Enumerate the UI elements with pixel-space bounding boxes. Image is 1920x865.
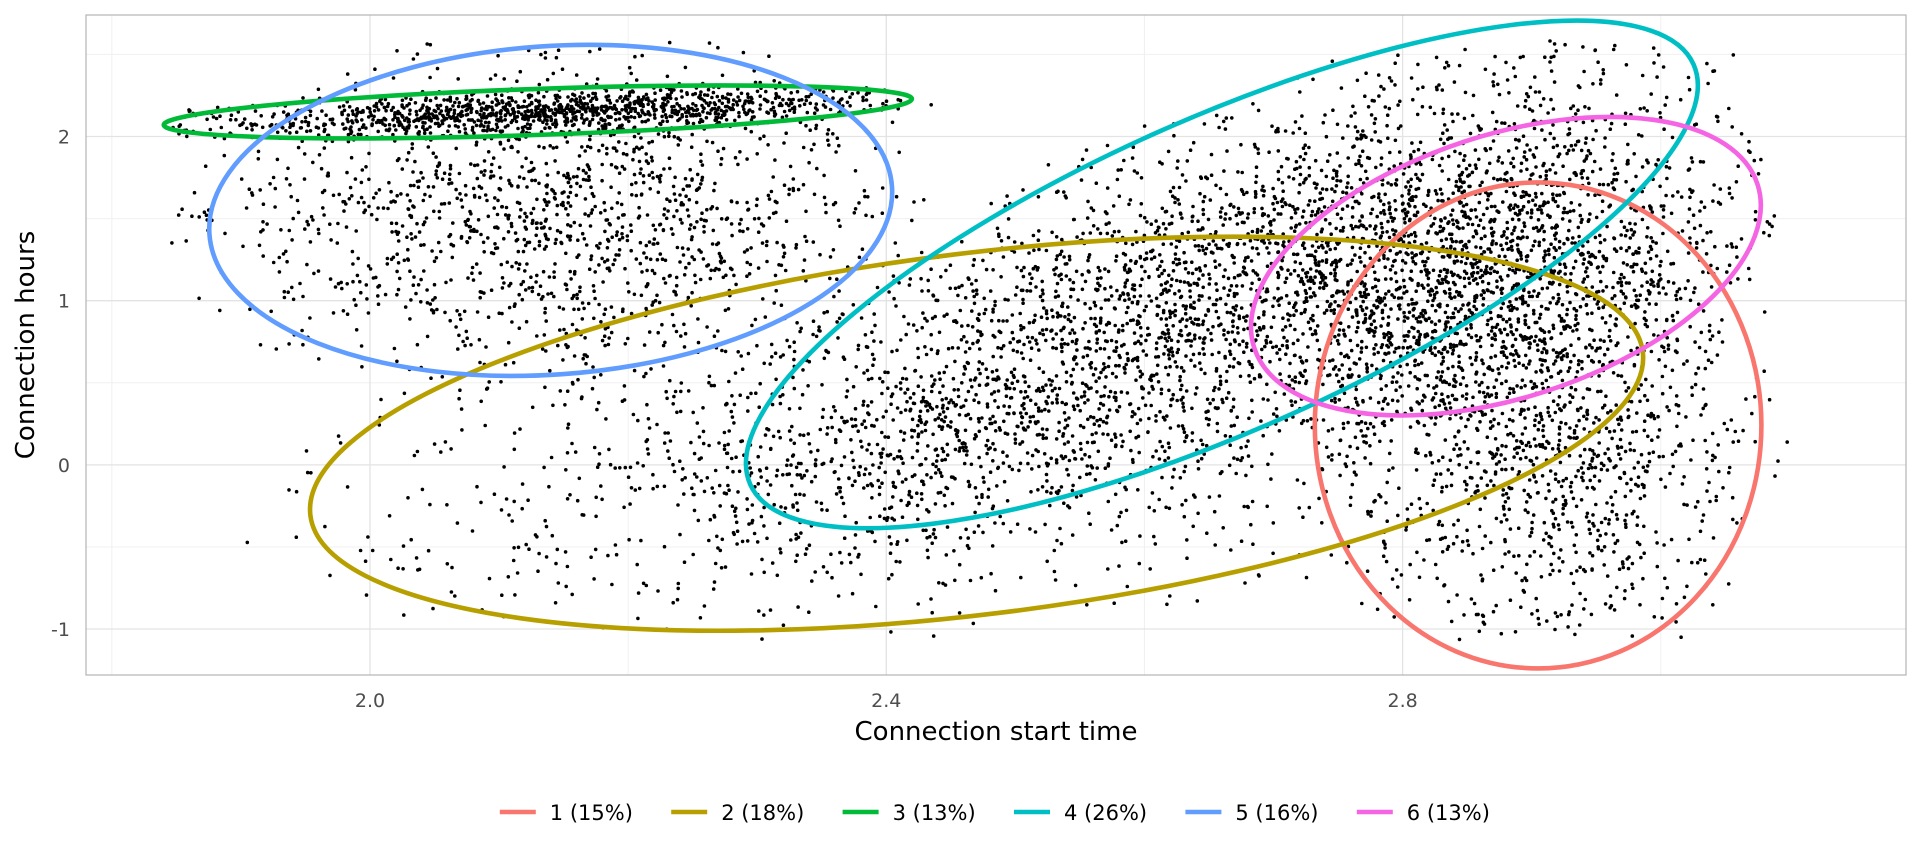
legend-label: 3 (13%): [893, 801, 976, 825]
legend-label: 2 (18%): [721, 801, 804, 825]
cluster-ellipses: [161, 18, 1764, 671]
legend: 1 (15%) 2 (18%) 3 (13%) 4 (26%) 5 (16%) 6 (13…: [499, 801, 1490, 825]
legend-item-3: 3 (13%): [842, 801, 976, 825]
x-axis-title: Connection start time: [855, 717, 1138, 747]
y-tick-label: 0: [58, 455, 70, 477]
legend-label: 4 (26%): [1064, 801, 1147, 825]
x-tick-label: 2.4: [871, 690, 901, 712]
legend-label: 1 (15%): [550, 801, 633, 825]
data-points: [170, 39, 1789, 642]
y-tick-label: 2: [58, 126, 70, 148]
legend-item-2: 2 (18%): [671, 801, 804, 825]
legend-label: 6 (13%): [1407, 801, 1490, 825]
legend-item-5: 5 (16%): [1185, 801, 1319, 825]
plot-panel: [86, 15, 1906, 675]
cluster-ellipse-4: [743, 18, 1701, 531]
x-axis-ticks: 2.0 2.4 2.8: [355, 690, 1418, 712]
cluster-ellipse-6: [1248, 114, 1764, 418]
y-tick-label: 1: [58, 291, 70, 313]
cluster-ellipse-5: [206, 42, 895, 379]
scatter-points: [170, 39, 1789, 642]
x-tick-label: 2.0: [355, 690, 385, 712]
cluster-ellipse-1: [1312, 180, 1764, 671]
cluster-ellipse-2: [307, 234, 1646, 634]
y-axis-title: Connection hours: [11, 231, 41, 459]
y-tick-label: -1: [51, 619, 70, 641]
legend-label: 5 (16%): [1235, 801, 1318, 825]
cluster-ellipse-3: [161, 83, 915, 141]
x-tick-label: 2.8: [1387, 690, 1417, 712]
legend-item-4: 4 (26%): [1014, 801, 1147, 825]
y-axis-ticks: -1 0 1 2: [51, 126, 70, 641]
legend-item-1: 1 (15%): [499, 801, 633, 825]
plot-border: [85, 14, 1907, 676]
legend-item-6: 6 (13%): [1356, 801, 1490, 825]
